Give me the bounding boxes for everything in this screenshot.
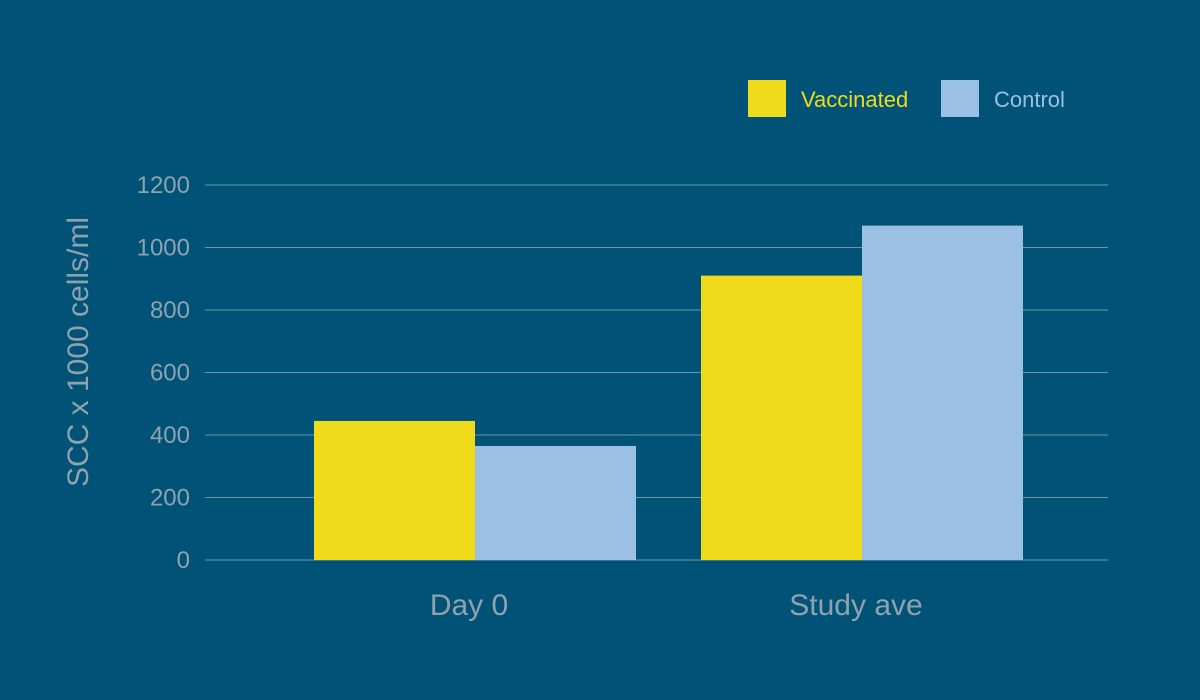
y-tick-label: 400 [150, 422, 190, 449]
bar-control-study-ave [862, 225, 1023, 560]
y-axis-title: SCC x 1000 cells/ml [62, 217, 95, 487]
x-category-label: Study ave [789, 589, 922, 622]
legend: Vaccinated Control [748, 80, 1065, 117]
bars [314, 225, 1023, 560]
y-axis-ticks: 0 200 400 600 800 1000 1200 [137, 172, 190, 574]
legend-label-control: Control [994, 87, 1065, 112]
x-axis-categories: Day 0 Study ave [430, 589, 923, 622]
y-tick-label: 800 [150, 297, 190, 324]
y-tick-label: 1000 [137, 235, 190, 262]
bar-vaccinated-study-ave [701, 275, 862, 560]
y-tick-label: 0 [177, 547, 190, 574]
y-tick-label: 600 [150, 360, 190, 387]
bar-vaccinated-day-0 [314, 420, 475, 560]
bar-control-day-0 [475, 445, 636, 560]
legend-swatch-control [941, 80, 979, 117]
legend-label-vaccinated: Vaccinated [801, 87, 908, 112]
y-tick-label: 200 [150, 485, 190, 512]
legend-swatch-vaccinated [748, 80, 786, 117]
x-category-label: Day 0 [430, 589, 508, 622]
y-tick-label: 1200 [137, 172, 190, 199]
